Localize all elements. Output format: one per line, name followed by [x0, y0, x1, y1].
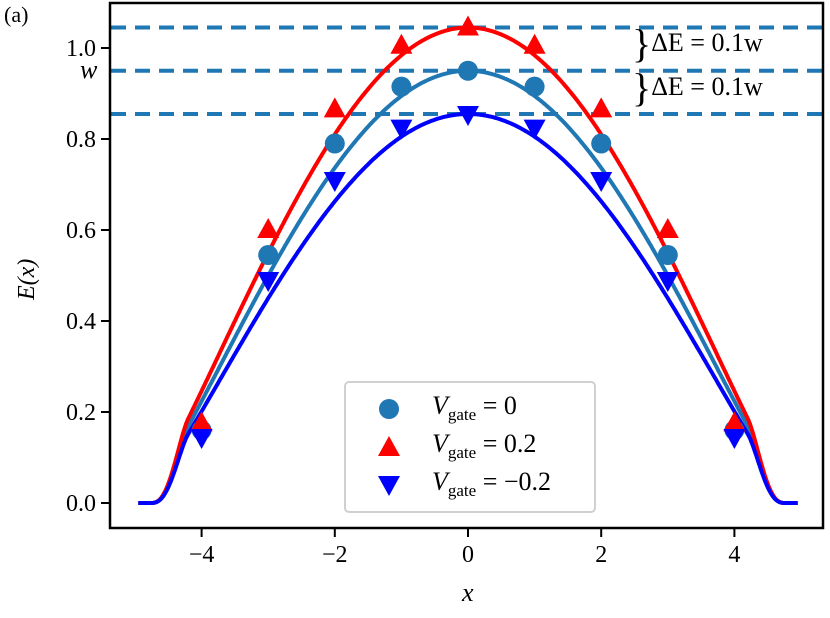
x-tick-label: −2: [322, 542, 348, 568]
triangle-down-marker: [656, 272, 679, 293]
legend-item: Vgate = 0: [346, 391, 594, 427]
y-tick-label: 0.6: [66, 218, 96, 244]
y-axis-label: E(x): [14, 258, 40, 300]
y-tick-label: 1.0: [66, 36, 96, 62]
triangle-down-marker: [257, 272, 280, 293]
circle-marker: [324, 133, 345, 154]
triangle-up-marker: [190, 411, 213, 432]
y-tick-label: 0.4: [66, 309, 96, 335]
circle-marker: [258, 245, 279, 266]
circle-marker: [524, 76, 545, 97]
delta-e-lower-label: }ΔE = 0.1w: [632, 65, 763, 110]
triangle-up-marker: [457, 15, 479, 36]
axes-frame: [108, 1, 825, 530]
legend-label: Vgate = 0.2: [432, 429, 537, 463]
circle-marker: [657, 245, 678, 266]
triangle-up-marker: [257, 218, 280, 238]
x-tick-label: 4: [728, 542, 740, 568]
x-tick-label: 0: [462, 542, 474, 568]
legend-item: Vgate = −0.2: [346, 467, 594, 503]
circle-icon: [379, 399, 399, 419]
triangle-up-marker: [723, 411, 746, 432]
y-tick-label: 0.2: [66, 400, 96, 426]
legend-label: Vgate = −0.2: [432, 467, 552, 501]
circle-marker: [458, 60, 478, 81]
legend-item: Vgate = 0.2: [346, 429, 594, 465]
w-label: w: [80, 55, 98, 84]
triangle-down-marker: [523, 119, 546, 140]
triangle-down-marker: [390, 119, 413, 140]
legend: Vgate = 0 Vgate = 0.2 Vgate = −0.2: [344, 381, 596, 513]
triangle-down-marker: [323, 171, 346, 192]
triangle-up-marker: [323, 97, 346, 118]
triangle-down-marker: [723, 429, 746, 450]
triangle-up-marker: [656, 218, 679, 238]
x-axis-label: x: [462, 578, 474, 607]
triangle-down-icon: [378, 476, 400, 496]
y-tick-label: 0.0: [66, 491, 96, 517]
legend-label: Vgate = 0: [432, 391, 517, 425]
x-tick-label: −4: [189, 542, 215, 568]
panel-label: (a): [4, 2, 29, 27]
circle-marker: [591, 133, 612, 154]
y-tick-label: 0.8: [66, 127, 96, 153]
triangle-up-marker: [523, 33, 546, 54]
triangle-up-icon: [378, 436, 400, 456]
delta-e-upper-label: }ΔE = 0.1w: [632, 21, 763, 66]
x-tick-label: 2: [595, 542, 607, 568]
triangle-up-marker: [390, 33, 413, 54]
triangle-down-marker: [457, 105, 479, 126]
triangle-up-marker: [590, 97, 613, 118]
triangle-down-marker: [590, 171, 613, 192]
circle-marker: [391, 76, 412, 97]
triangle-down-marker: [190, 429, 213, 450]
